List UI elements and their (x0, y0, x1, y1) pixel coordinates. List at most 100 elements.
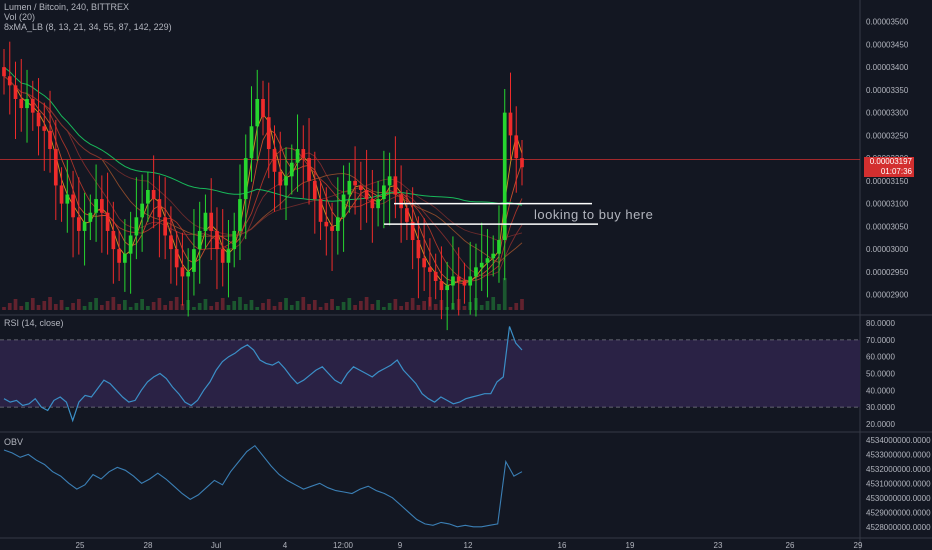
last-price-tag: 0.00003197 (864, 157, 914, 167)
volume-bar (82, 306, 87, 310)
rsi-tick-label: 40.0000 (866, 386, 895, 395)
volume-bar (347, 298, 352, 310)
volume-bar (117, 304, 121, 310)
volume-bar (76, 299, 81, 310)
price-tick-label: 0.00003450 (866, 40, 909, 49)
volume-bar (405, 302, 409, 310)
candle-body (307, 158, 311, 181)
candle-body (117, 249, 121, 263)
price-tick-label: 0.00003000 (866, 245, 909, 254)
candle-body (226, 249, 231, 263)
candle-body (192, 249, 196, 272)
candle-body (197, 230, 202, 250)
volume-bar (272, 306, 277, 310)
candle-body (2, 67, 6, 77)
candle-body (266, 117, 271, 150)
candle-body (169, 235, 173, 250)
volume-bar (462, 306, 467, 310)
volume-bar (220, 298, 225, 310)
time-tick-label: 23 (714, 541, 723, 550)
candle-body (284, 176, 288, 186)
volume-bar (226, 305, 231, 310)
volume-bar (497, 304, 501, 310)
volume-bar (88, 302, 93, 310)
candle-body (474, 267, 478, 277)
rsi-tick-label: 30.0000 (866, 403, 895, 412)
candle-body (94, 199, 98, 213)
candle-body (243, 158, 248, 200)
candle-body (88, 212, 93, 222)
candle-body (163, 217, 168, 236)
volume-bar (174, 297, 179, 310)
obv-tick-label: 4530000000.0000 (866, 494, 931, 503)
candle-body (301, 149, 306, 159)
volume-bar (508, 307, 513, 310)
obv-line (3, 444, 523, 528)
candle-body (232, 230, 237, 250)
volume-bar (255, 307, 260, 310)
volume-bar (364, 297, 369, 310)
candle-body (25, 98, 29, 109)
volume-bar (479, 305, 484, 310)
obv-tick-label: 4532000000.0000 (866, 465, 931, 474)
volume-bar (30, 298, 35, 310)
price-tick-label: 0.00003350 (866, 86, 909, 95)
obv-tick-label: 4533000000.0000 (866, 450, 931, 459)
candle-body (128, 235, 133, 254)
candle-body (439, 280, 444, 291)
candle-body (99, 199, 104, 213)
obv-tick-label: 4531000000.0000 (866, 479, 931, 488)
volume-bar (307, 304, 311, 310)
candle-body (387, 176, 392, 186)
volume-bar (65, 307, 70, 310)
volume-bar (243, 304, 248, 310)
candle-body (76, 217, 81, 231)
time-tick-label: 9 (398, 541, 403, 550)
time-tick-label: 12:00 (333, 541, 354, 550)
volume-bar (180, 304, 185, 310)
candle-body (462, 280, 467, 286)
volume-bar (295, 301, 300, 310)
time-tick-label: 25 (76, 541, 85, 550)
volume-bar (209, 306, 214, 310)
candle-body (278, 171, 283, 186)
volume-bar (99, 305, 104, 310)
candle-body (111, 230, 116, 250)
volume-bar (94, 298, 98, 310)
candle-body (416, 240, 421, 259)
obv-legend: OBV (4, 437, 24, 447)
candle-body (209, 212, 214, 231)
volume-bar (128, 307, 133, 310)
candle-body (295, 149, 300, 163)
candle-body (140, 203, 144, 218)
time-tick-label: 28 (144, 541, 153, 550)
rsi-line (3, 326, 523, 423)
volume-bar (2, 307, 6, 310)
volume-bar (25, 302, 29, 310)
volume-bar (7, 303, 12, 310)
time-tick-label: 4 (283, 541, 288, 550)
candle-body (485, 258, 490, 263)
volume-bar (422, 301, 427, 310)
candle-body (174, 249, 179, 268)
candle-body (312, 180, 317, 200)
volume-bar (215, 302, 219, 310)
volume-bar (266, 299, 271, 310)
candle-body (48, 130, 52, 150)
volume-bar (140, 299, 144, 310)
candle-body (445, 285, 450, 291)
volume-bar (502, 278, 507, 310)
volume-bar (169, 301, 173, 310)
volume-bar (48, 297, 52, 310)
candle-body (399, 194, 403, 209)
price-tick-label: 0.00003250 (866, 131, 909, 140)
candle-body (347, 180, 352, 195)
candle-body (19, 98, 24, 109)
price-tick-label: 0.00003400 (866, 63, 909, 72)
ma-legend: 8xMA_LB (8, 13, 21, 34, 55, 87, 142, 229… (4, 22, 172, 32)
candle-body (324, 221, 329, 227)
rsi-band (0, 339, 860, 408)
volume-bar (42, 301, 47, 310)
